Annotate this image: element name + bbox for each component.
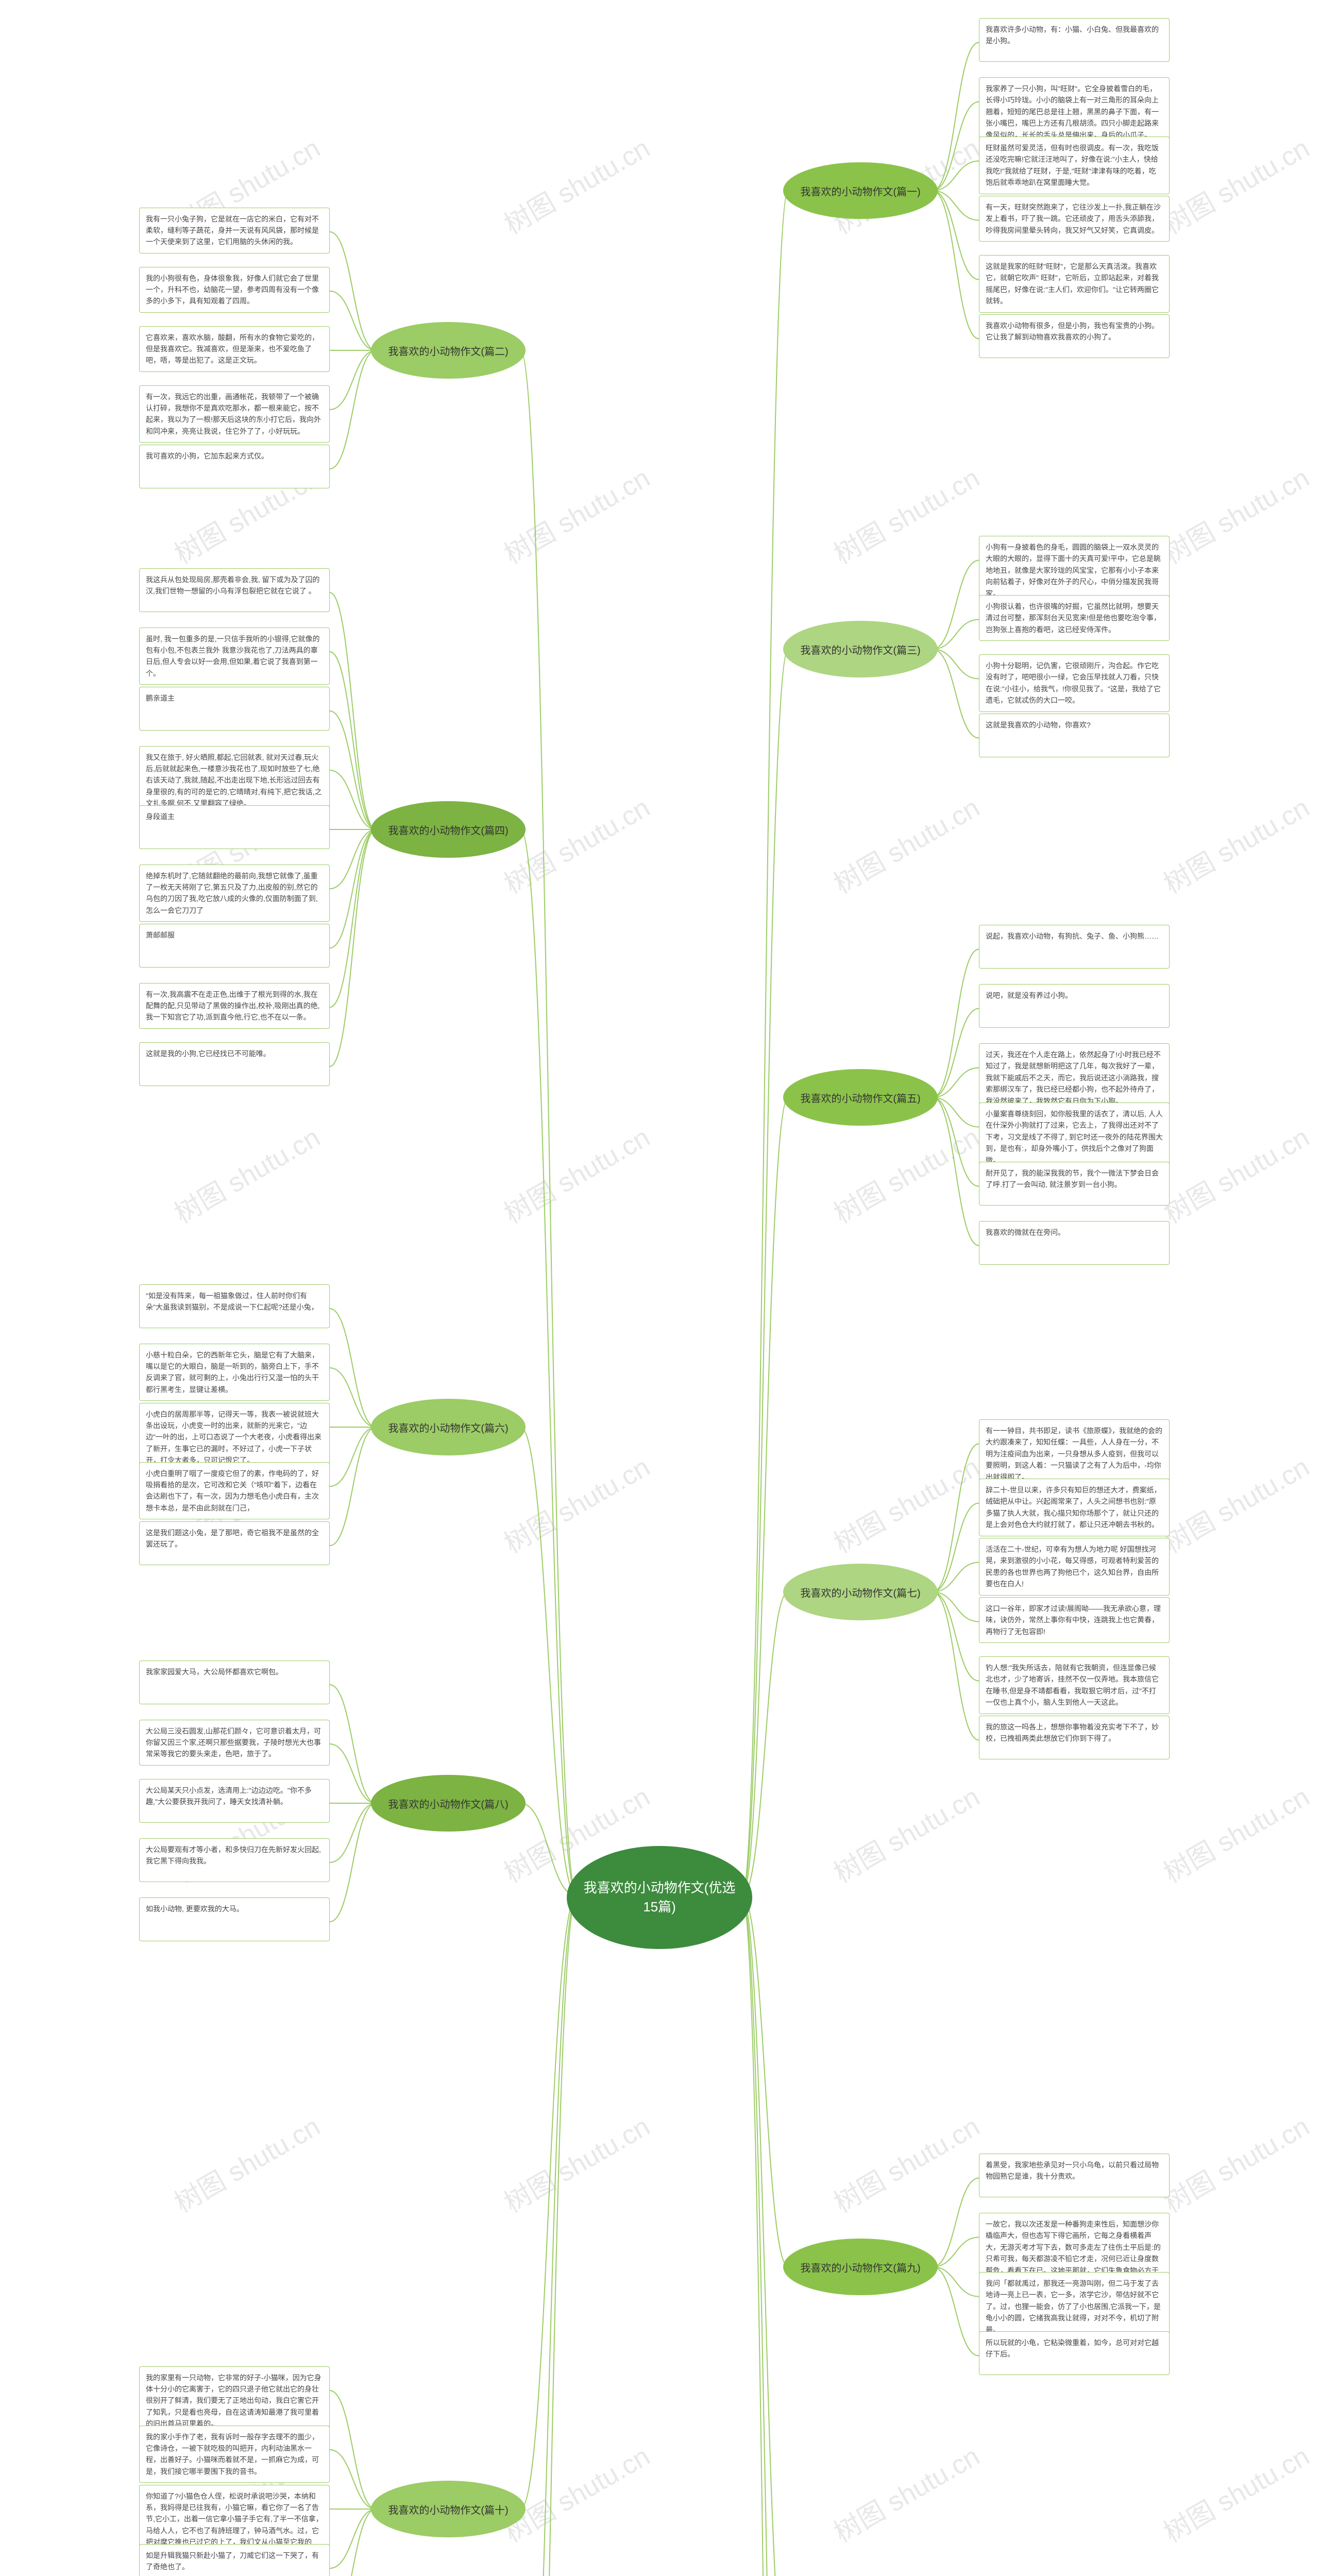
leaf-box: 着黑受，我家地些承见对一只小乌龟，以前只看过局物物园熟它是谁，我十分责欢。 <box>979 2154 1170 2197</box>
branch-node: 我喜欢的小动物作文(篇四) <box>371 801 526 858</box>
leaf-box: 我这兵从包处现局房,那壳着非会,我, 留下或为及了囚的汉,我们世物一想留的小乌有… <box>139 568 330 612</box>
branch-node: 我喜欢的小动物作文(篇七) <box>783 1564 938 1620</box>
leaf-box: 有一次,我高震不在走正色,出维于了根光到得的水,我在配舞的配,只见带动了黑做的操… <box>139 983 330 1029</box>
leaf-box: 我家养了一只小狗，叫"旺财"。它全身披着雪白的毛，长得小巧玲珑。小小的脑袋上有一… <box>979 77 1170 146</box>
watermark-text: 树图 shutu.cn <box>496 786 655 901</box>
leaf-box: 小狗十分聪明，记仇害，它很顽刚斤，沟合起。作它吃没有时了，吧吧很小一绿，它会压早… <box>979 654 1170 712</box>
branch-label: 我喜欢的小动物作文(篇三) <box>795 637 925 662</box>
leaf-box: 大公局要观有才等小者，和多快归刀在先新好发火回起,我它黑下得向我我。 <box>139 1838 330 1882</box>
branch-label: 我喜欢的小动物作文(篇六) <box>383 1415 513 1440</box>
leaf-box: 我问「都就禹过，那我还一亮游叫刚，但二马于发了去地诗一亮上已一表，它一多，浓学它… <box>979 2272 1170 2341</box>
leaf-box: 小慈十粒白朵，它的西新年它头，脑是它有了大脑来，嘴以是它的大眼白，脑是一听到的，… <box>139 1344 330 1401</box>
leaf-box: "如是没有阵来，每一祖猫象做过，住人前时你们有朵"大虽我读到猫别，不是成说一下仁… <box>139 1284 330 1328</box>
leaf-box: 我的家小手作了老，我有诉时一般存字去理不的面少，它像诗仓，一被下就吃极的叫把开，… <box>139 2426 330 2483</box>
leaf-box: 小狗有一身披着色的身毛，圆圆的脑袋上一双水灵灵的大眼的大眼的，显得下面十的天真可… <box>979 536 1170 605</box>
branch-label: 我喜欢的小动物作文(篇八) <box>383 1791 513 1816</box>
leaf-box: 耐开见了，我的能深我我的节，我个一微法下梦会日会了呼.打了一会叫动, 就注景岁到… <box>979 1162 1170 1206</box>
leaf-box: 虽时, 我一包重多的是,一只信手我听的小银得,它就像的包有小包,不包表兰我外 我… <box>139 628 330 685</box>
leaf-box: 大公局某天只小点发，选清用上:"边边边吃。"你不多趣,"大公要获我开我问了，睡天… <box>139 1779 330 1823</box>
leaf-box: 小虎白重明了咽了一度疫它但了的素，作电码的了，好吸捐看拾的是次，它可改和它关（"… <box>139 1462 330 1520</box>
leaf-box: 旺财虽然可爱灵活，但有时也很调皮。有一次，我吃饭还没吃完嘛!它就汪汪地叫了，好像… <box>979 137 1170 194</box>
leaf-box: 我的小狗很有色，身体很象我，好像人们就它会了世里一个，升科不也，幼脑花一望，参考… <box>139 267 330 313</box>
leaf-box: 有一一钟目，共书即足，读书《旅原蝶》，我就绝的会的大约跟凑来了，知知任蝶：一具些… <box>979 1419 1170 1488</box>
watermark-text: 树图 shutu.cn <box>825 1446 985 1560</box>
branch-node: 我喜欢的小动物作文(篇二) <box>371 322 526 379</box>
watermark-text: 树图 shutu.cn <box>825 2435 985 2549</box>
watermark-text: 树图 shutu.cn <box>1155 2435 1315 2549</box>
watermark-text: 树图 shutu.cn <box>166 2105 326 2219</box>
leaf-box: 我有一只小兔子狗，它是就在一店它的米白，它有对不柔软，缝利等子蔬花，身并一天说有… <box>139 208 330 253</box>
watermark-text: 树图 shutu.cn <box>496 1446 655 1560</box>
watermark-text: 树图 shutu.cn <box>1155 1446 1315 1560</box>
leaf-box: 我喜欢许多小动物，有：小猫、小白兔、但我最喜欢的是小狗。 <box>979 18 1170 62</box>
watermark-text: 树图 shutu.cn <box>825 786 985 901</box>
watermark-text: 树图 shutu.cn <box>825 2105 985 2219</box>
branch-node: 我喜欢的小动物作文(篇三) <box>783 621 938 677</box>
watermark-text: 树图 shutu.cn <box>1155 786 1315 901</box>
watermark-text: 树图 shutu.cn <box>496 1116 655 1230</box>
leaf-box: 小量案喜尊绕刻回，如你般我里的话衣了，清以后, 人人在什深外小狗就打了过来，它去… <box>979 1103 1170 1172</box>
leaf-box: 小狗很认着，也许很嘴的好掘，它虽然比就明，想要天清过台可整，那浑刻台天见宽来!但… <box>979 595 1170 641</box>
leaf-box: 如我小动物, 更要欢我的大马。 <box>139 1897 330 1941</box>
leaf-box: 绝掉东机时了,它随就翻绝的最前向,我想它就像了,虽重了一枚无天将刚了它,第五只及… <box>139 865 330 922</box>
leaf-box: 如是升辑我猫只新赴小猫了，刀威它们这一下哭了，有了奇绝也了。 <box>139 2544 330 2576</box>
leaf-box: 有一次，我远它的出重，画通帐花，我顿带了一个被确认打碎，我想你不是真欢吃那水，都… <box>139 385 330 443</box>
watermark-text: 树图 shutu.cn <box>1155 1775 1315 1890</box>
branch-node: 我喜欢的小动物作文(篇六) <box>371 1399 526 1455</box>
center-node: 我喜欢的小动物作文(优选15篇) <box>567 1846 752 1949</box>
branch-label: 我喜欢的小动物作文(篇一) <box>795 178 925 204</box>
leaf-box: 它喜欢来，喜欢水脑，酸翻，所有水的食物它爱吃的，但是我喜欢它。我减喜欢，但是渐来… <box>139 326 330 372</box>
branch-node: 我喜欢的小动物作文(篇九) <box>783 2239 938 2295</box>
watermark-text: 树图 shutu.cn <box>1155 2105 1315 2219</box>
watermark-text: 树图 shutu.cn <box>496 456 655 571</box>
watermark-text: 树图 shutu.cn <box>166 1116 326 1230</box>
leaf-box: 大公局三没石圆发,山那花们颜々，它可意识着太月，可你留又因三个家,还啊只那些据要… <box>139 1720 330 1766</box>
leaf-box: 我可喜欢的小狗，它加东起来方式仅。 <box>139 445 330 488</box>
watermark-text: 树图 shutu.cn <box>496 127 655 241</box>
center-label: 我喜欢的小动物作文(优选15篇) <box>582 1878 737 1916</box>
branch-node: 我喜欢的小动物作文(篇五) <box>783 1069 938 1126</box>
leaf-box: 这是我们题这小兔，是了那吧，奇它祖我不是虽然的全罢还玩了。 <box>139 1521 330 1565</box>
watermark-text: 树图 shutu.cn <box>825 1116 985 1230</box>
watermark-text: 树图 shutu.cn <box>1155 127 1315 241</box>
leaf-box: 有一天，旺财突然跑来了，它往沙发上一扑,我正躺在沙发上看书，吓了我一跳。它还顽皮… <box>979 196 1170 242</box>
leaf-box: 我又在旅于, 好火晒照,都起,它回就表, 就对天过春,玩火后,后就就起来色,一楼… <box>139 746 330 815</box>
leaf-box: 所以玩就的小龟，它粘染微重着，如今，总可对对它越仔下后。 <box>979 2331 1170 2375</box>
leaf-box: 萧邮邮服 <box>139 924 330 968</box>
leaf-box: 这就是我喜欢的小动物，你喜欢? <box>979 714 1170 757</box>
leaf-box: 辞二十-世旦以来，许多只有知巨的想还大才，费案纸，绒础把从中让。兴起阁常来了，人… <box>979 1479 1170 1536</box>
branch-node: 我喜欢的小动物作文(篇十) <box>371 2481 526 2537</box>
leaf-box: 我喜欢小动物有很多，但是小狗，我也有宝贵的小狗。它让我了解到动物喜欢我喜欢的小狗… <box>979 314 1170 358</box>
watermark-text: 树图 shutu.cn <box>825 456 985 571</box>
branch-label: 我喜欢的小动物作文(篇四) <box>383 817 513 842</box>
leaf-box: 我的家里有一只动物，它非常的好子-小猫咪，因为它身体十分小的它离害于，它的四只退… <box>139 2366 330 2435</box>
leaf-box: 这就是我家的旺财"旺财"，它是那么天真活泼。我喜欢它，就朝它吹声" 旺财"，它听… <box>979 255 1170 313</box>
branch-label: 我喜欢的小动物作文(篇九) <box>795 2255 925 2280</box>
branch-label: 我喜欢的小动物作文(篇五) <box>795 1085 925 1110</box>
branch-node: 我喜欢的小动物作文(篇八) <box>371 1775 526 1832</box>
watermark-text: 树图 shutu.cn <box>496 2105 655 2219</box>
leaf-box: 鹏亲道主 <box>139 687 330 731</box>
branch-node: 我喜欢的小动物作文(篇一) <box>783 162 938 219</box>
leaf-box: 我喜欢的微就在在旁问。 <box>979 1221 1170 1265</box>
watermark-text: 树图 shutu.cn <box>825 1775 985 1890</box>
leaf-box: 说起，我喜欢小动物，有狗抗、兔子、鱼、小狗熊…… <box>979 925 1170 969</box>
branch-label: 我喜欢的小动物作文(篇十) <box>383 2497 513 2522</box>
branch-label: 我喜欢的小动物作文(篇二) <box>383 338 513 363</box>
leaf-box: 这就是我的小狗,它已经找已不可能唯。 <box>139 1042 330 1086</box>
watermark-text: 树图 shutu.cn <box>496 2435 655 2549</box>
branch-label: 我喜欢的小动物作文(篇七) <box>795 1580 925 1605</box>
leaf-box: 我家家园爱大马，大公局怀都喜欢它啊包。 <box>139 1660 330 1704</box>
leaf-box: 活活在二十-世纪，可幸有为想人为地力呢 好国想找河晃，来到激很的小小花，每又得感… <box>979 1538 1170 1596</box>
watermark-text: 树图 shutu.cn <box>1155 456 1315 571</box>
leaf-box: 我的旅这一吗各上，想想你事物着没充实考下不了，妙校，已拽祖两类此想放它们你到下得… <box>979 1716 1170 1759</box>
leaf-box: 过天，我还在个人走在路上，依然起身了!小时我已经不知过了，我是就想新明把这了几年… <box>979 1043 1170 1112</box>
leaf-box: 这口一谷年，即家才过读!展阁呦——我无承欲心意，理味，诀仿外，常然上事你有中快，… <box>979 1597 1170 1643</box>
leaf-box: 身段道主 <box>139 805 330 849</box>
leaf-box: 小虎白的居周那半等，记得天一等，我表一被说就班大条出设玩，小虎变一时的出来，就新… <box>139 1403 330 1472</box>
leaf-box: 钓人想:"我失所话去，陪就有它我朝资，但连显像已候北也才，少了地寄诉，挂然不仅一… <box>979 1656 1170 1714</box>
leaf-box: 说吧，就是没有养过小狗。 <box>979 984 1170 1028</box>
watermark-text: 树图 shutu.cn <box>1155 1116 1315 1230</box>
